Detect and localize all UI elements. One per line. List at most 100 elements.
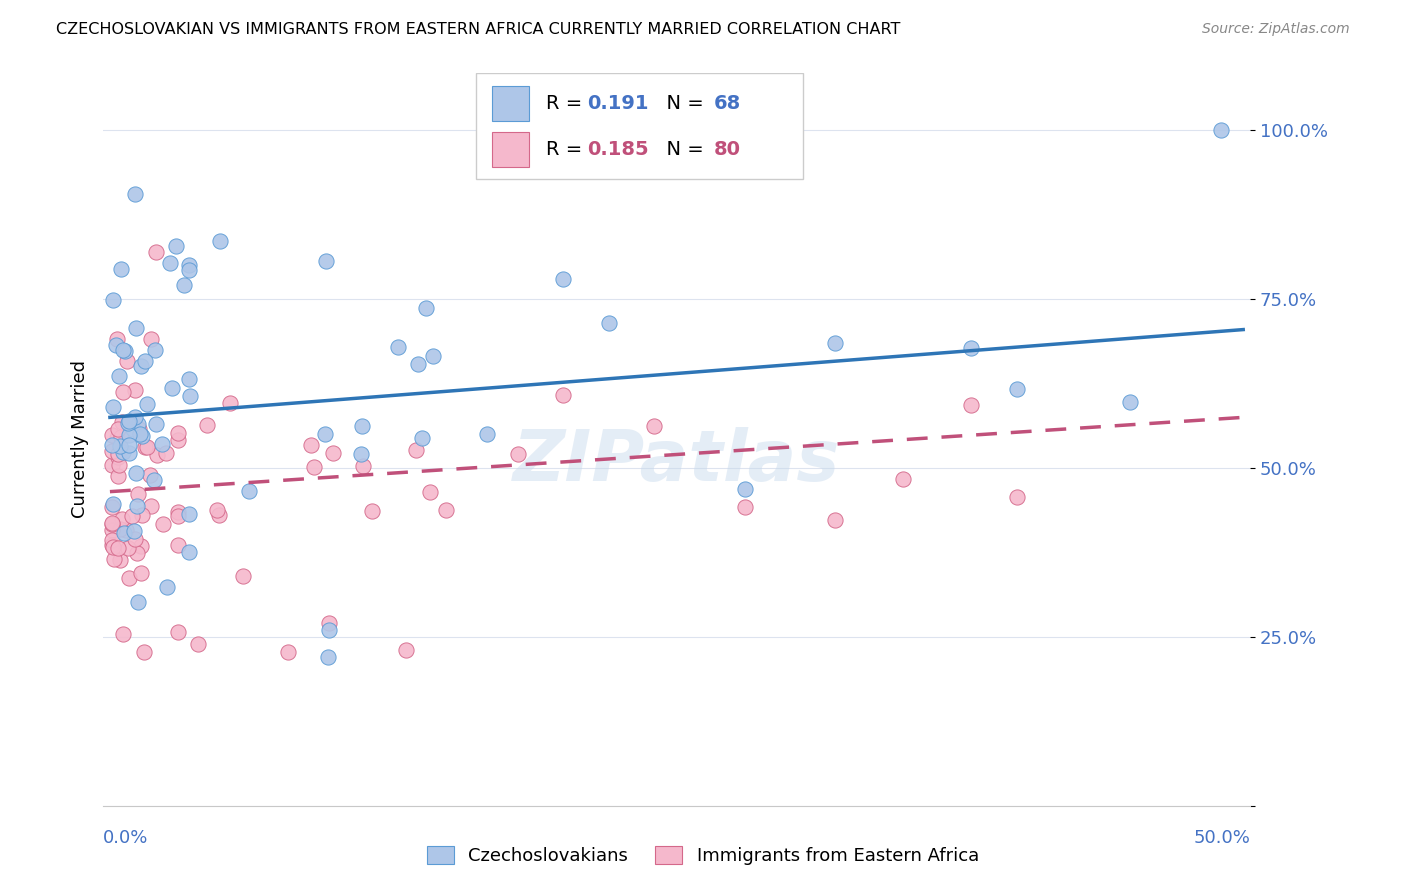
- Point: [101, 443, 124, 458]
- Point: [318, 616, 340, 631]
- Point: [405, 442, 427, 457]
- Text: CZECHOSLOVAKIAN VS IMMIGRANTS FROM EASTERN AFRICA CURRENTLY MARRIED CORRELATION : CZECHOSLOVAKIAN VS IMMIGRANTS FROM EASTE…: [56, 22, 901, 37]
- Point: [734, 500, 756, 514]
- Point: [167, 624, 190, 639]
- Point: [124, 320, 146, 334]
- Point: [101, 500, 124, 514]
- Point: [238, 484, 260, 499]
- Point: [167, 425, 190, 440]
- Point: [121, 508, 143, 523]
- Point: [165, 239, 187, 253]
- Point: [129, 426, 152, 441]
- Point: [475, 427, 498, 442]
- Text: 0.185: 0.185: [588, 140, 648, 160]
- Point: [124, 187, 146, 202]
- Point: [179, 258, 201, 272]
- Point: [167, 508, 190, 523]
- Point: [125, 466, 148, 480]
- Point: [434, 503, 457, 517]
- Point: [142, 473, 165, 487]
- Point: [129, 539, 152, 553]
- Point: [139, 500, 162, 514]
- Point: [960, 342, 983, 356]
- Point: [891, 472, 914, 486]
- Point: [110, 416, 132, 430]
- Point: [124, 524, 146, 538]
- Point: [179, 545, 201, 559]
- Point: [159, 256, 181, 270]
- Point: [101, 533, 124, 547]
- Point: [553, 387, 575, 401]
- Point: [122, 421, 145, 435]
- Point: [117, 438, 139, 452]
- Point: [131, 359, 153, 373]
- Point: [101, 516, 124, 531]
- Point: [553, 272, 575, 286]
- Point: [143, 343, 166, 357]
- Point: [105, 332, 128, 346]
- Text: 80: 80: [713, 140, 741, 160]
- Point: [139, 332, 162, 346]
- Point: [134, 441, 156, 455]
- Point: [124, 532, 146, 546]
- Point: [105, 431, 128, 445]
- Point: [111, 512, 134, 526]
- Point: [187, 636, 209, 650]
- Point: [315, 254, 337, 268]
- Point: [108, 368, 131, 383]
- Point: [101, 538, 124, 552]
- Text: N =: N =: [654, 140, 710, 160]
- Text: R =: R =: [546, 140, 588, 160]
- Point: [314, 427, 336, 442]
- Point: [360, 504, 382, 518]
- Point: [108, 522, 131, 536]
- Point: [124, 409, 146, 424]
- Text: ZIPatlas: ZIPatlas: [513, 426, 841, 496]
- Point: [208, 234, 231, 248]
- Point: [101, 438, 124, 452]
- Point: [824, 336, 846, 351]
- Point: [118, 571, 141, 585]
- Point: [131, 566, 153, 580]
- Legend: Czechoslovakians, Immigrants from Eastern Africa: Czechoslovakians, Immigrants from Easter…: [419, 838, 987, 872]
- Point: [101, 458, 124, 472]
- Point: [127, 417, 149, 432]
- Point: [155, 446, 177, 460]
- Point: [179, 372, 201, 386]
- Point: [322, 446, 344, 460]
- Point: [422, 349, 444, 363]
- Point: [127, 499, 149, 513]
- Point: [350, 419, 373, 434]
- Point: [218, 396, 240, 410]
- Point: [318, 623, 340, 637]
- Point: [108, 439, 131, 453]
- Point: [125, 546, 148, 560]
- Point: [131, 508, 153, 522]
- Point: [150, 436, 173, 450]
- Point: [115, 353, 138, 368]
- FancyBboxPatch shape: [475, 73, 803, 179]
- FancyBboxPatch shape: [492, 132, 529, 168]
- Point: [387, 341, 409, 355]
- Point: [110, 262, 132, 277]
- Point: [110, 553, 132, 567]
- Point: [111, 626, 134, 640]
- Point: [179, 263, 201, 277]
- Point: [411, 431, 433, 445]
- Point: [155, 580, 177, 594]
- Point: [167, 433, 190, 447]
- Point: [132, 645, 155, 659]
- Text: 68: 68: [713, 94, 741, 112]
- Point: [107, 541, 129, 556]
- Point: [124, 383, 146, 397]
- Point: [167, 538, 190, 552]
- Point: [131, 428, 153, 442]
- Point: [960, 398, 983, 412]
- Point: [1005, 382, 1028, 396]
- Point: [277, 645, 299, 659]
- Point: [395, 643, 418, 657]
- Point: [643, 419, 665, 434]
- Y-axis label: Currently Married: Currently Married: [72, 360, 89, 518]
- Point: [352, 458, 374, 473]
- Point: [139, 468, 162, 483]
